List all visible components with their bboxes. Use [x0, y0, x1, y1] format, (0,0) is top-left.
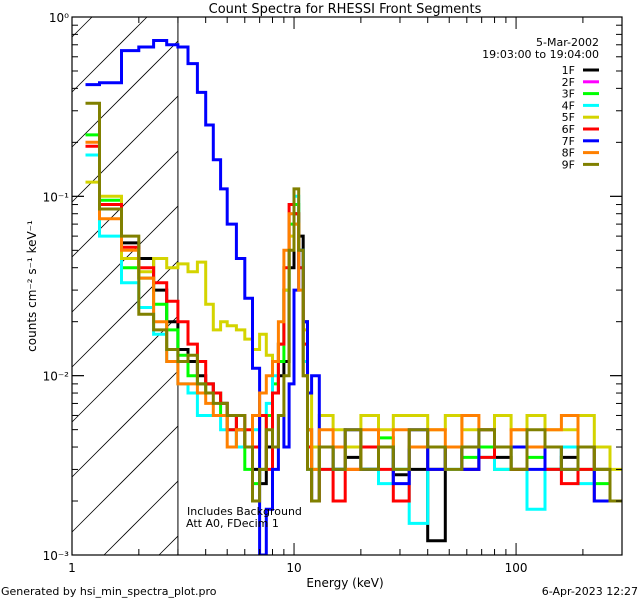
legend-label: 4F — [562, 99, 575, 112]
x-tick-label: 10 — [286, 561, 301, 575]
hatch-line — [71, 425, 179, 533]
y-tick-label: 10⁻¹ — [43, 190, 70, 204]
legend-label: 7F — [562, 135, 575, 148]
legend-header: 5-Mar-2002 — [536, 36, 599, 49]
legend-label: 3F — [562, 88, 575, 101]
hatched-region — [71, 16, 179, 556]
x-tick-label: 1 — [68, 561, 76, 575]
legend-label: 8F — [562, 147, 575, 160]
hatch-line — [103, 480, 179, 556]
hatch-line — [71, 150, 179, 258]
hatch-line — [71, 40, 179, 148]
hatch-line — [71, 16, 93, 38]
plot-frame — [71, 16, 623, 556]
annotation-background: Includes Background — [187, 505, 302, 518]
legend-label: 6F — [562, 123, 575, 136]
y-tick-label: 10⁰ — [49, 11, 69, 25]
y-axis-label: counts cm⁻² s⁻¹ keV⁻¹ — [25, 220, 39, 352]
footer-generated-by: Generated by hsi_min_spectra_plot.pro — [1, 585, 217, 598]
legend-header: 19:03:00 to 19:04:00 — [482, 48, 599, 61]
legend-label: 9F — [562, 158, 575, 171]
annotation-attenuator: Att A0, FDecim 1 — [186, 517, 279, 530]
hatch-line — [71, 260, 179, 368]
hatch-line — [71, 370, 179, 478]
chart-title: Count Spectra for RHESSI Front Segments — [209, 2, 482, 17]
hatch-line — [71, 95, 179, 203]
x-axis-label: Energy (keV) — [306, 576, 383, 590]
hatch-line — [71, 315, 179, 423]
legend-label: 5F — [562, 111, 575, 124]
hatch-line — [71, 16, 148, 93]
hatch-line — [158, 535, 179, 556]
y-tick-label: 10⁻² — [43, 370, 70, 384]
y-tick-label: 10⁻³ — [43, 549, 70, 563]
legend-label: 1F — [562, 64, 575, 77]
legend-label: 2F — [562, 76, 575, 89]
x-tick-label: 100 — [505, 561, 528, 575]
series-9F — [85, 101, 622, 503]
footer-timestamp: 6-Apr-2023 12:27 — [542, 585, 638, 598]
